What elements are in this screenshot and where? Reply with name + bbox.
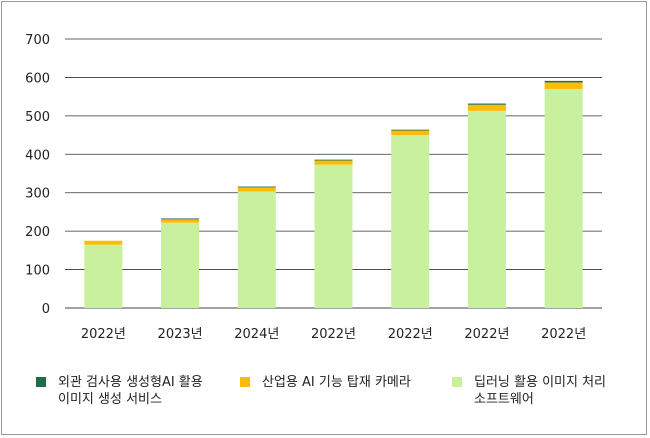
- y-tick-label: 0: [42, 302, 50, 317]
- legend-swatch-deeplearning: [452, 377, 462, 387]
- bar-segment-s1-c2: [238, 187, 276, 191]
- legend-label-deeplearning: 딥러닝 활용 이미지 처리 소프트웨어: [452, 374, 642, 408]
- bar-segment-s1-c0: [84, 241, 122, 245]
- bars: [84, 81, 582, 308]
- x-tick-label: 2022년: [388, 327, 433, 342]
- legend-item-camera: 산업용 AI 기능 탑재 카메라: [240, 374, 440, 391]
- bar-segment-s2-c5: [468, 104, 506, 105]
- legend-swatch-genai: [36, 377, 46, 387]
- bar-segment-s2-c4: [391, 130, 429, 131]
- bar-segment-s2-c2: [238, 187, 276, 188]
- bar-segment-s0-c5: [468, 111, 506, 308]
- x-tick-label: 2022년: [81, 327, 126, 342]
- bar-segment-s2-c6: [545, 81, 583, 83]
- legend: 외관 검사용 생성형AI 활용 이미지 생성 서비스 산업용 AI 기능 탑재 …: [0, 374, 650, 424]
- legend-item-genai: 외관 검사용 생성형AI 활용 이미지 생성 서비스: [36, 374, 236, 408]
- bar-segment-s0-c4: [391, 135, 429, 308]
- x-axis-ticks: 2022년 2023년 2024년 2022년 2022년 2022년 2022년: [81, 327, 586, 342]
- legend-item-deeplearning: 딥러닝 활용 이미지 처리 소프트웨어: [452, 374, 642, 408]
- legend-label-camera: 산업용 AI 기능 탑재 카메라: [240, 374, 440, 391]
- bar-segment-s0-c0: [84, 245, 122, 308]
- y-tick-label: 200: [25, 225, 50, 240]
- y-tick-label: 700: [25, 33, 50, 48]
- bar-segment-s0-c6: [545, 89, 583, 308]
- y-tick-label: 300: [25, 187, 50, 202]
- x-tick-label: 2022년: [311, 327, 356, 342]
- x-tick-label: 2022년: [541, 327, 586, 342]
- bar-segment-s2-c3: [315, 160, 353, 161]
- bar-segment-s1-c5: [468, 105, 506, 111]
- legend-swatch-camera: [240, 377, 250, 387]
- x-tick-label: 2022년: [464, 327, 509, 342]
- bar-segment-s1-c3: [315, 160, 353, 164]
- bar-segment-s0-c2: [238, 192, 276, 308]
- bar-segment-s1-c1: [161, 219, 199, 223]
- y-tick-label: 400: [25, 148, 50, 163]
- y-tick-label: 600: [25, 71, 50, 86]
- legend-label-genai: 외관 검사용 생성형AI 활용 이미지 생성 서비스: [36, 374, 236, 408]
- y-tick-label: 100: [25, 264, 50, 279]
- y-axis-ticks: 0 100 200 300 400 500 600 700: [25, 33, 50, 317]
- bar-segment-s0-c1: [161, 223, 199, 308]
- bar-segment-s0-c3: [315, 165, 353, 308]
- x-tick-label: 2023년: [158, 327, 203, 342]
- bar-segment-s1-c6: [545, 82, 583, 89]
- bar-segment-s1-c4: [391, 130, 429, 135]
- x-tick-label: 2024년: [234, 327, 279, 342]
- bar-segment-s2-c1: [161, 218, 199, 219]
- y-tick-label: 500: [25, 110, 50, 125]
